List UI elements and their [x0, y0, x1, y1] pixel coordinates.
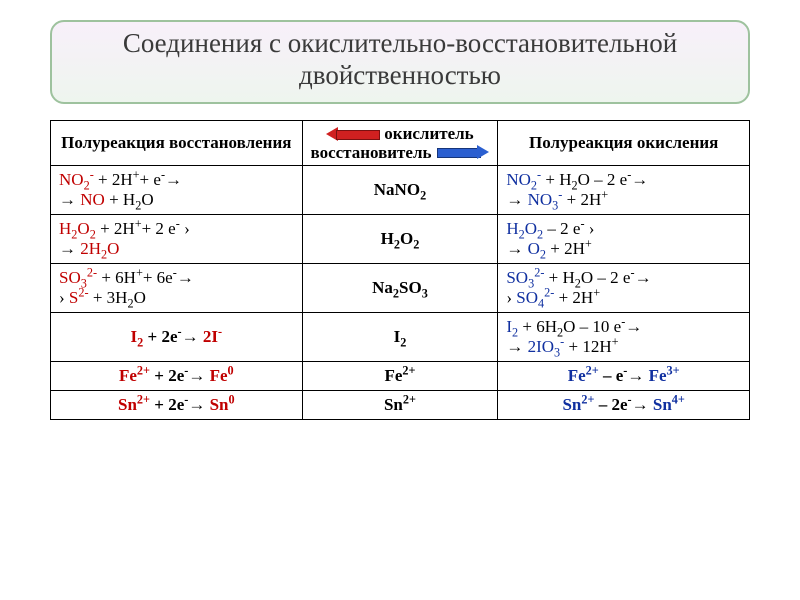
compound-cell: Fe2+ [302, 362, 498, 391]
header-mid-bottom: восстановитель [311, 144, 432, 162]
reduction-cell: Sn2+ + 2e-→ Sn0 [51, 391, 303, 420]
compound-cell: I2 [302, 313, 498, 362]
reduction-cell: NO2- + 2H++ e-→→ NO + H2O [51, 166, 303, 215]
oxidation-cell: NO2- + H2O – 2 e-→→ NO3- + 2H+ [498, 166, 750, 215]
redox-table: Полуреакция восстановления окислитель во… [50, 120, 750, 421]
header-mid-top: окислитель [384, 125, 473, 143]
reduction-cell: H2O2 + 2H++ 2 e- ›→ 2H2O [51, 215, 303, 264]
title-line1: Соединения с окислительно-восстановитель… [68, 28, 732, 60]
header-reduction: Полуреакция восстановления [51, 120, 303, 166]
compound-cell: H2O2 [302, 215, 498, 264]
header-right-text: Полуреакция окисления [529, 133, 718, 152]
arrow-right-icon [437, 145, 489, 159]
header-middle: окислитель восстановитель [302, 120, 498, 166]
oxidation-cell: Fe2+ – e-→ Fe3+ [498, 362, 750, 391]
table-row: NO2- + 2H++ e-→→ NO + H2ONaNO2NO2- + H2O… [51, 166, 750, 215]
header-row: Полуреакция восстановления окислитель во… [51, 120, 750, 166]
title-line2: двойственностью [68, 60, 732, 92]
header-oxidation: Полуреакция окисления [498, 120, 750, 166]
table-row: SO32- + 6H++ 6e-→ › S2- + 3H2ONa2SO3SO32… [51, 264, 750, 313]
compound-cell: Na2SO3 [302, 264, 498, 313]
oxidation-cell: Sn2+ – 2e-→ Sn4+ [498, 391, 750, 420]
table-row: I2 + 2e-→ 2I-I2I2 + 6H2O – 10 e-→→ 2IO3-… [51, 313, 750, 362]
header-left-text: Полуреакция восстановления [61, 133, 291, 152]
reduction-cell: SO32- + 6H++ 6e-→ › S2- + 3H2O [51, 264, 303, 313]
reduction-cell: I2 + 2e-→ 2I- [51, 313, 303, 362]
arrow-left-icon [326, 127, 378, 141]
oxidation-cell: H2O2 – 2 e- ›→ O2 + 2H+ [498, 215, 750, 264]
table-row: Sn2+ + 2e-→ Sn0Sn2+Sn2+ – 2e-→ Sn4+ [51, 391, 750, 420]
title-banner: Соединения с окислительно-восстановитель… [50, 20, 750, 104]
table-row: Fe2+ + 2e-→ Fe0Fe2+Fe2+ – e-→ Fe3+ [51, 362, 750, 391]
oxidation-cell: SO32- + H2O – 2 e-→ › SO42- + 2H+ [498, 264, 750, 313]
oxidation-cell: I2 + 6H2O – 10 e-→→ 2IO3- + 12H+ [498, 313, 750, 362]
compound-cell: Sn2+ [302, 391, 498, 420]
reduction-cell: Fe2+ + 2e-→ Fe0 [51, 362, 303, 391]
table-row: H2O2 + 2H++ 2 e- ›→ 2H2OH2O2H2O2 – 2 e- … [51, 215, 750, 264]
compound-cell: NaNO2 [302, 166, 498, 215]
